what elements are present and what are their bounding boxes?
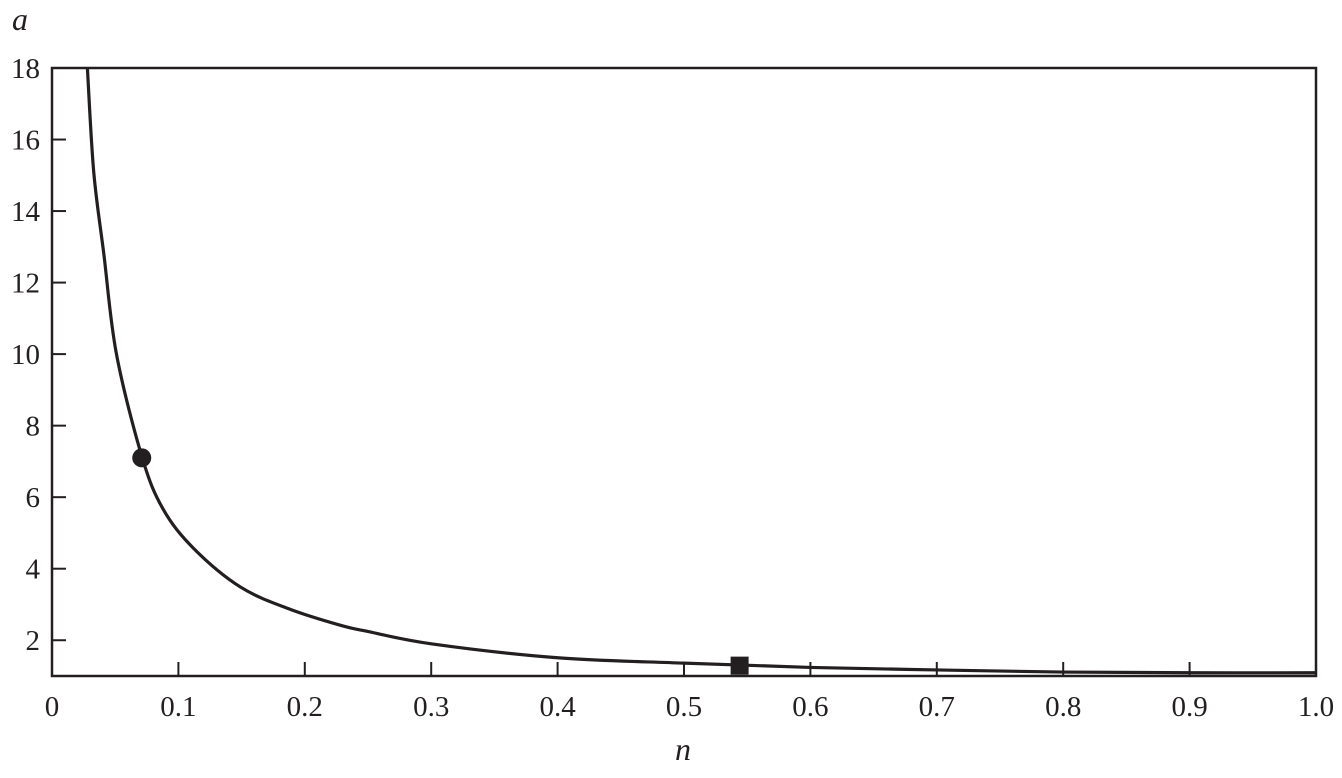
y-tick-label: 18 (11, 53, 40, 85)
x-axis-label: n (675, 731, 691, 767)
x-tick-label: 0.7 (919, 691, 955, 723)
x-tick-label: 0.4 (539, 691, 576, 723)
y-tick-label: 16 (11, 125, 40, 157)
y-tick-label: 14 (11, 196, 41, 228)
circle-marker (132, 448, 152, 468)
x-tick-label: 0.9 (1171, 691, 1207, 723)
y-tick-label: 4 (26, 554, 41, 586)
y-tick-label: 6 (26, 482, 41, 514)
y-tick-label: 8 (26, 411, 41, 443)
x-tick-label: 0 (45, 691, 60, 723)
x-tick-label: 0.5 (666, 691, 702, 723)
x-tick-label: 1.0 (1298, 691, 1334, 723)
y-tick-label: 10 (11, 339, 40, 371)
x-tick-label: 0.1 (160, 691, 196, 723)
plot-frame (50, 66, 1318, 678)
y-axis-label: a (12, 1, 28, 37)
x-tick-label: 0.2 (287, 691, 323, 723)
square-marker (730, 656, 749, 675)
x-tick-label: 0.8 (1045, 691, 1081, 723)
y-tick-label: 2 (26, 625, 41, 657)
y-tick-label: 12 (11, 268, 40, 300)
plot-area: 0 0.1 0.2 0.3 0.4 0.5 0.6 0.7 0.8 0.9 1.0 2 4 6 8 10 12 1… (11, 53, 1334, 723)
x-tick-label: 0.6 (792, 691, 828, 723)
curve-line (85, 67, 1317, 675)
x-tick-label: 0.3 (413, 691, 449, 723)
